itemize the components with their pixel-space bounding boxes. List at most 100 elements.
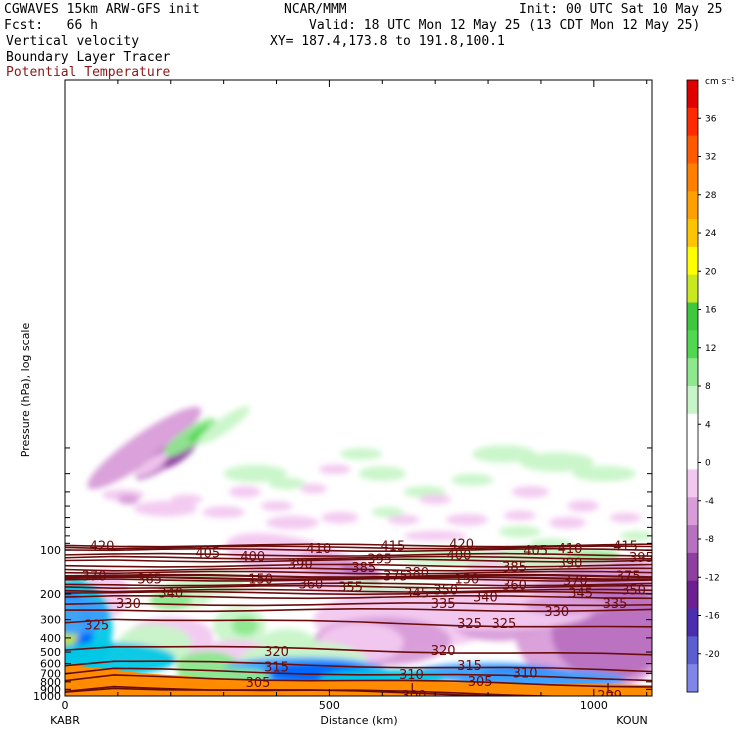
theta-contour-label: 360 [502, 578, 527, 593]
theta-contour-line [65, 577, 652, 582]
w-shading-patch [136, 452, 168, 477]
w-shading-patch [519, 452, 594, 472]
colorbar-swatch [687, 664, 698, 693]
theta-contours [65, 543, 652, 696]
w-shading-patch [318, 464, 351, 475]
w-shading-patch [387, 514, 420, 525]
theta-contour-line [65, 608, 652, 613]
theta-contour-label: 335 [431, 597, 456, 612]
x-tick-label: 1000 [580, 699, 608, 712]
x-endpoint-koun: KOUN [616, 714, 648, 727]
theta-contour-label: 355 [338, 581, 363, 596]
w-shading-patch [268, 477, 306, 490]
w-shading-patch [340, 562, 382, 581]
w-shading-patch [572, 465, 637, 482]
colorbar-swatch [687, 246, 698, 276]
theta-contour-label: 325 [457, 617, 482, 632]
theta-contour-label: 320 [264, 645, 289, 660]
y-tick-label: 200 [40, 588, 61, 601]
w-shading-patch [445, 513, 489, 526]
theta-contour-label: 365 [137, 573, 162, 588]
x-axis-label: Distance (km) [320, 714, 397, 727]
theta-contour-line [65, 687, 652, 696]
y-tick-label: 400 [40, 632, 61, 645]
theta-contour-line [65, 645, 652, 656]
theta-contour-line [65, 567, 652, 572]
theta-contour-labels: 420 420 415 415 410 410 405 405 400 400 395 395 390 3… [82, 537, 654, 697]
w-shading-patch [65, 595, 108, 635]
cross-section-xy: XY= 187.4,173.8 to 191.8,100.1 [270, 34, 505, 49]
w-shading-patch [403, 530, 467, 541]
theta-contour-line [65, 547, 652, 552]
theta-contour-line [65, 573, 652, 579]
theta-contour-label: 400 [240, 550, 265, 565]
theta-contour-label: 350 [621, 583, 646, 598]
colorbar-tick-label: 8 [705, 382, 711, 392]
theta-contour-label: 415 [613, 539, 638, 554]
theta-contour-line [65, 584, 652, 589]
theta-contour-label: 395 [367, 552, 392, 567]
theta-contour-label: 315 [457, 659, 482, 674]
colorbar-tick-label: -20 [705, 650, 720, 660]
model-title: CGWAVES 15km ARW-GFS init [4, 2, 200, 17]
theta-contour-line [65, 555, 652, 560]
forecast-hour: Fcst: 66 h [4, 18, 98, 33]
theta-contour-line [65, 674, 652, 688]
w-shading-patch [472, 445, 536, 463]
w-shading-patch [609, 512, 642, 523]
theta-contour-label: L [606, 682, 614, 697]
boundary-layer-tracer [65, 664, 652, 696]
valid-time: Valid: 18 UTC Mon 12 May 25 (13 CDT Mon … [309, 18, 701, 33]
y-tick-label: 1000 [33, 690, 61, 703]
w-shading-patch [358, 466, 407, 481]
w-shading-patch [163, 445, 195, 469]
theta-contour-label: 385 [351, 561, 376, 576]
colorbar: 36 32 28 24 20 16 12 8 4 0 -4 -8 -12 -16 -20 [686, 79, 720, 693]
colorbar-tick-label: 16 [705, 306, 717, 316]
w-shading-patch [511, 486, 549, 498]
colorbar-swatch [687, 80, 698, 109]
w-shading-patch [503, 510, 536, 521]
theta-contour-line [65, 591, 652, 596]
colorbar-tick-label: -8 [705, 535, 714, 545]
w-shading-patch [620, 530, 652, 541]
theta-contour-line [65, 660, 652, 673]
colorbar-tick-label: 32 [705, 153, 716, 163]
theta-contour-label: 305 [468, 675, 493, 690]
theta-contour-label: 320 [431, 644, 456, 659]
theta-contour-line [65, 558, 652, 563]
theta-contour-label: 310 [399, 668, 424, 683]
colorbar-tick-label: 36 [705, 114, 717, 124]
w-shading-patch [117, 494, 140, 505]
colorbar-tick-label: -16 [705, 612, 720, 622]
w-shading-patch [133, 500, 198, 517]
theta-contour-label: 335 [603, 597, 628, 612]
theta-contour-label: 400 [447, 548, 472, 563]
w-shading-patch [339, 578, 383, 593]
colorbar-tick-label: 24 [705, 229, 717, 239]
field-vertical-velocity: Vertical velocity [6, 34, 140, 49]
x-axis: 0 500 1000 [62, 80, 648, 712]
w-shading-patch [87, 406, 202, 490]
theta-contour-label: 395 [629, 551, 654, 566]
theta-contour-label: 340 [473, 591, 498, 606]
colorbar-swatch [687, 469, 698, 498]
colorbar-swatch [687, 608, 698, 637]
theta-contour-label: 370 [563, 574, 588, 589]
colorbar-swatch [687, 441, 698, 470]
colorbar-swatch [687, 497, 698, 526]
theta-contour-label: 385 [502, 561, 527, 576]
colorbar-swatch [687, 163, 698, 192]
theta-contour-label: 390 [558, 557, 583, 572]
w-shading-patch [197, 406, 250, 445]
theta-contour-label: 345 [404, 587, 429, 602]
w-shading-patch [260, 501, 293, 512]
theta-contour-label: 325 [492, 617, 517, 632]
w-shading-patch [493, 545, 589, 570]
y-tick-label: 900 [40, 683, 61, 696]
theta-contour-label: 375 [383, 570, 408, 585]
theta-contour-label: 150 [454, 573, 479, 588]
colorbar-swatch [687, 386, 698, 415]
colorbar-tick-label: 12 [705, 344, 716, 354]
theta-contour-label: 375 [616, 570, 641, 585]
